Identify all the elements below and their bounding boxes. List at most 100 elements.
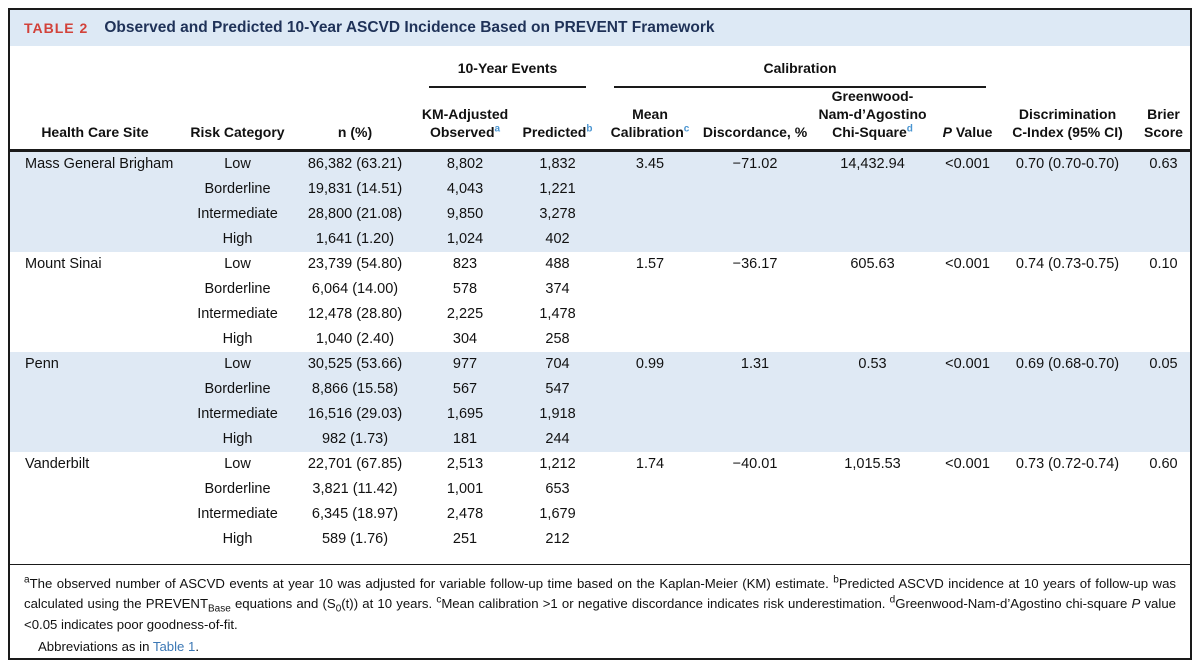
site-group-mass-general-brigham: Mass General Brigham Low 86,382 (63.21) … [10, 150, 1190, 252]
cell-n-pct: 1,040 (2.40) [315, 330, 395, 347]
col-header-c-index: Discrimination C-Index (95% CI) [1000, 87, 1136, 152]
cell-mean-calibration: 3.45 [635, 155, 665, 172]
col-header-mean-calibration: Mean Calibrationc [600, 87, 701, 152]
table-title: Observed and Predicted 10-Year ASCVD Inc… [104, 19, 715, 36]
group-header-events-label: 10-Year Events [429, 60, 587, 88]
footnote-marker-c: c [683, 123, 690, 135]
cell-risk: High [222, 230, 253, 247]
col-header-site: Health Care Site [10, 87, 180, 152]
footnote-a-marker: a [24, 574, 30, 586]
col-header-n: n (%) [295, 87, 416, 152]
cell-n-pct: 6,064 (14.00) [311, 280, 399, 297]
cell-observed: 823 [452, 255, 478, 272]
footnote-text: aThe observed number of ASCVD events at … [24, 574, 1177, 633]
cell-predicted: 488 [545, 255, 570, 272]
cell-mean-calibration: 1.74 [635, 455, 665, 472]
site-name: Penn [25, 355, 59, 372]
table-row: Borderline 6,064 (14.00) 578 374 [10, 277, 1190, 302]
table-row: Penn Low 30,525 (53.66) 977 704 0.99 1.3… [10, 352, 1190, 377]
cell-predicted: 3,278 [539, 205, 576, 222]
cell-risk: Intermediate [197, 205, 278, 222]
cell-predicted: 653 [545, 480, 570, 497]
group-header-calibration-label: Calibration [614, 60, 987, 88]
abbreviations-note: Abbreviations as in Table 1. [38, 639, 200, 655]
col-header-p-value: P Value [935, 87, 1001, 152]
table-row: Mount Sinai Low 23,739 (54.80) 823 488 1… [10, 252, 1190, 277]
cell-predicted: 244 [545, 430, 570, 447]
cell-predicted: 258 [545, 330, 570, 347]
cell-predicted: 547 [545, 380, 570, 397]
site-name: Mass General Brigham [25, 155, 174, 172]
cell-gnd-chi-square: 1,015.53 [844, 455, 901, 472]
table-row: High 589 (1.76) 251 212 [10, 527, 1190, 552]
group-header-spacer [10, 46, 415, 88]
table-1-link[interactable]: Table 1 [152, 639, 196, 655]
cell-predicted: 1,212 [539, 455, 576, 472]
cell-risk: High [222, 330, 253, 347]
cell-observed: 9,850 [446, 205, 484, 222]
cell-observed: 2,513 [446, 455, 484, 472]
cell-observed: 2,225 [446, 305, 484, 322]
col-header-predicted: Predictedb [515, 87, 601, 152]
cell-risk: High [222, 530, 253, 547]
cell-observed: 567 [452, 380, 478, 397]
cell-c-index: 0.69 (0.68-0.70) [1015, 355, 1120, 372]
cell-observed: 1,024 [446, 230, 484, 247]
cell-predicted: 1,478 [539, 305, 576, 322]
footnote-c-marker: c [436, 595, 442, 607]
table-row: High 1,641 (1.20) 1,024 402 [10, 227, 1190, 252]
footnotes-section: aThe observed number of ASCVD events at … [10, 563, 1190, 658]
table-frame: TABLE 2 Observed and Predicted 10-Year A… [8, 8, 1192, 660]
s0-subscript: 0 [335, 604, 342, 616]
cell-observed: 1,695 [446, 405, 484, 422]
cell-risk: Borderline [204, 280, 271, 297]
cell-n-pct: 28,800 (21.08) [307, 205, 403, 222]
col-header-risk: Risk Category [180, 87, 295, 152]
table-row: High 1,040 (2.40) 304 258 [10, 327, 1190, 352]
cell-discordance: 1.31 [740, 355, 770, 372]
cell-brier: 0.63 [1149, 155, 1178, 172]
prevent-base-subscript: Base [208, 604, 231, 616]
cell-risk: Intermediate [197, 305, 278, 322]
cell-n-pct: 8,866 (15.58) [311, 380, 399, 397]
cell-observed: 251 [452, 530, 478, 547]
cell-predicted: 1,832 [539, 155, 576, 172]
footnote-marker-b: b [586, 123, 593, 135]
cell-n-pct: 12,478 (28.80) [307, 305, 403, 322]
cell-risk: Low [224, 155, 251, 172]
cell-risk: Low [224, 455, 251, 472]
site-name: Vanderbilt [25, 455, 90, 472]
cell-p-value: <0.001 [945, 155, 990, 172]
cell-risk: Intermediate [197, 405, 278, 422]
cell-observed: 2,478 [446, 505, 484, 522]
column-header-row: Health Care Site Risk Category n (%) KM-… [10, 87, 1190, 152]
cell-n-pct: 1,641 (1.20) [315, 230, 395, 247]
cell-n-pct: 22,701 (67.85) [307, 455, 403, 472]
cell-discordance: −40.01 [732, 455, 778, 472]
table-row: Intermediate 12,478 (28.80) 2,225 1,478 [10, 302, 1190, 327]
table-row: Intermediate 16,516 (29.03) 1,695 1,918 [10, 402, 1190, 427]
col-header-brier: Brier Score [1135, 87, 1190, 152]
col-header-gnd-chi-square: Greenwood- Nam-d’Agostino Chi-Squared [810, 87, 936, 152]
cell-p-value: <0.001 [945, 255, 990, 272]
cell-n-pct: 19,831 (14.51) [307, 180, 403, 197]
cell-mean-calibration: 0.99 [635, 355, 665, 372]
table-row: Borderline 19,831 (14.51) 4,043 1,221 [10, 177, 1190, 202]
cell-mean-calibration: 1.57 [635, 255, 665, 272]
cell-brier: 0.60 [1149, 455, 1178, 472]
cell-n-pct: 16,516 (29.03) [307, 405, 403, 422]
cell-c-index: 0.70 (0.70-0.70) [1015, 155, 1120, 172]
footnote-d-marker: d [889, 595, 896, 607]
cell-n-pct: 982 (1.73) [321, 430, 389, 447]
cell-predicted: 1,918 [539, 405, 576, 422]
cell-p-value: <0.001 [945, 355, 990, 372]
cell-risk: Intermediate [197, 505, 278, 522]
table-row: Vanderbilt Low 22,701 (67.85) 2,513 1,21… [10, 452, 1190, 477]
cell-n-pct: 86,382 (63.21) [307, 155, 403, 172]
cell-risk: Borderline [204, 180, 271, 197]
col-header-discordance: Discordance, % [700, 87, 811, 152]
cell-observed: 304 [452, 330, 478, 347]
cell-n-pct: 30,525 (53.66) [307, 355, 403, 372]
table-row: Intermediate 6,345 (18.97) 2,478 1,679 [10, 502, 1190, 527]
cell-c-index: 0.74 (0.73-0.75) [1015, 255, 1120, 272]
